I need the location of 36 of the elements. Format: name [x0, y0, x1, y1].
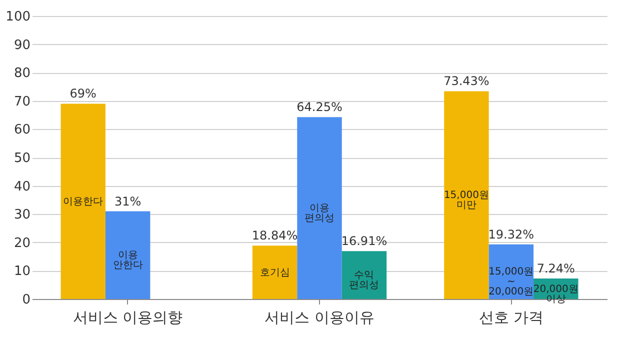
y-tick-label: 70	[14, 94, 30, 110]
y-tick-label: 30	[14, 208, 30, 223]
data-label: 31%	[114, 194, 142, 208]
y-tick-label: 80	[14, 66, 30, 82]
y-tick-label: 50	[14, 151, 30, 166]
bar	[252, 246, 298, 299]
bar	[297, 117, 342, 299]
bar	[342, 251, 387, 299]
x-tick-label: 선호 가격	[478, 308, 544, 326]
y-tick-label: 60	[14, 122, 30, 138]
y-tick-label: 10	[14, 264, 30, 280]
y-tick-label: 20	[14, 236, 30, 251]
data-label: 73.43%	[444, 74, 490, 88]
data-label: 18.84%	[252, 228, 298, 243]
y-tick-label: 40	[14, 179, 30, 194]
annotation: 이용 안한다	[112, 250, 143, 272]
data-label: 16.91%	[341, 234, 388, 248]
annotation: 이용한다	[63, 196, 104, 208]
y-tick-label: 90	[14, 38, 30, 53]
data-label: 64.25%	[296, 100, 342, 114]
annotation: 이용 편의성	[304, 203, 334, 224]
bar	[444, 91, 489, 299]
data-label: 7.24%	[536, 262, 575, 276]
x-tick-label: 서비스 이용이유	[264, 308, 374, 326]
data-label: 19.32%	[488, 227, 534, 242]
annotation: 15,000원 미만	[444, 190, 489, 212]
annotation: 15,000원 ~ 20,000원	[488, 266, 534, 298]
y-tick-label: 0	[22, 292, 30, 308]
annotation: 20,000원 이상	[533, 284, 578, 305]
annotation: 호기심	[260, 267, 290, 278]
y-tick-label: 100	[6, 10, 30, 24]
bar	[105, 211, 150, 299]
x-tick-label: 서비스 이용의향	[72, 308, 183, 326]
bar	[60, 104, 106, 299]
data-label: 69%	[70, 86, 96, 101]
annotation: 수익 편의성	[349, 270, 380, 292]
